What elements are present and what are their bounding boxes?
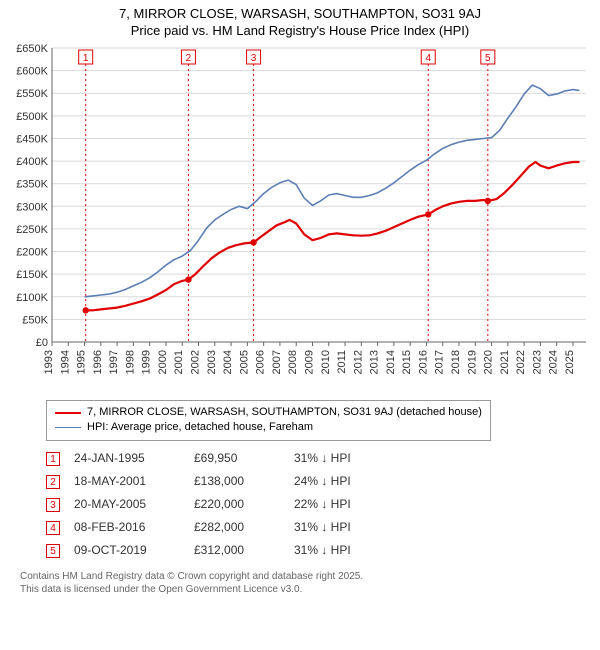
svg-text:2015: 2015 (401, 350, 413, 374)
svg-text:2018: 2018 (450, 350, 462, 374)
svg-text:1: 1 (83, 53, 89, 64)
svg-text:4: 4 (425, 53, 431, 64)
sale-marker-badge: 3 (46, 498, 60, 512)
sales-table: 124-JAN-1995£69,95031% ↓ HPI218-MAY-2001… (46, 447, 365, 562)
sale-date: 24-JAN-1995 (74, 447, 194, 470)
svg-text:£200K: £200K (16, 246, 48, 258)
chart-plot: £0 £50K £100K £150K £200K £250K £300K £350K £400… (10, 42, 590, 392)
svg-text:2013: 2013 (369, 350, 381, 374)
sale-delta: 31% ↓ HPI (294, 447, 365, 470)
svg-text:2020: 2020 (483, 350, 495, 374)
legend-label: HPI: Average price, detached house, Fare… (87, 420, 313, 435)
svg-text:1994: 1994 (59, 350, 71, 374)
sale-price: £69,950 (194, 447, 294, 470)
footer-line2: This data is licensed under the Open Gov… (20, 583, 580, 596)
svg-text:1995: 1995 (76, 350, 88, 374)
svg-text:£450K: £450K (16, 133, 48, 145)
svg-text:£550K: £550K (16, 88, 48, 100)
svg-text:£150K: £150K (16, 269, 48, 281)
chart-title-line1: 7, MIRROR CLOSE, WARSASH, SOUTHAMPTON, S… (10, 6, 590, 23)
svg-text:2011: 2011 (336, 350, 348, 374)
svg-text:2000: 2000 (157, 350, 169, 374)
legend-swatch (55, 427, 81, 428)
svg-text:2024: 2024 (548, 350, 560, 374)
sale-date: 20-MAY-2005 (74, 493, 194, 516)
svg-text:2009: 2009 (303, 350, 315, 374)
svg-text:£600K: £600K (16, 66, 48, 78)
svg-text:£500K: £500K (16, 111, 48, 123)
sale-marker-badge: 2 (46, 475, 60, 489)
sale-price: £220,000 (194, 493, 294, 516)
svg-text:2012: 2012 (352, 350, 364, 374)
legend-label: 7, MIRROR CLOSE, WARSASH, SOUTHAMPTON, S… (87, 405, 482, 420)
legend-swatch (55, 412, 81, 414)
svg-text:1993: 1993 (43, 350, 55, 374)
footer-line1: Contains HM Land Registry data © Crown c… (20, 570, 580, 583)
svg-text:£100K: £100K (16, 292, 48, 304)
sale-delta: 31% ↓ HPI (294, 516, 365, 539)
sale-date: 09-OCT-2019 (74, 539, 194, 562)
svg-text:2019: 2019 (466, 350, 478, 374)
legend-item: 7, MIRROR CLOSE, WARSASH, SOUTHAMPTON, S… (55, 405, 482, 420)
svg-text:1998: 1998 (124, 350, 136, 374)
svg-text:1997: 1997 (108, 350, 120, 374)
svg-text:£50K: £50K (22, 314, 48, 326)
svg-text:2021: 2021 (499, 350, 511, 374)
svg-text:1999: 1999 (141, 350, 153, 374)
svg-text:1996: 1996 (92, 350, 104, 374)
table-row: 5 09-OCT-2019£312,00031% ↓ HPI (46, 539, 365, 562)
svg-text:2001: 2001 (173, 350, 185, 374)
sale-marker-badge: 1 (46, 452, 60, 466)
chart-container: 7, MIRROR CLOSE, WARSASH, SOUTHAMPTON, S… (0, 0, 600, 604)
sale-marker-badge: 5 (46, 544, 60, 558)
svg-text:2002: 2002 (190, 350, 202, 374)
svg-text:2006: 2006 (255, 350, 267, 374)
table-row: 4 08-FEB-2016£282,00031% ↓ HPI (46, 516, 365, 539)
sale-price: £138,000 (194, 470, 294, 493)
svg-text:2005: 2005 (238, 350, 250, 374)
legend-item: HPI: Average price, detached house, Fare… (55, 420, 482, 435)
legend: 7, MIRROR CLOSE, WARSASH, SOUTHAMPTON, S… (46, 400, 491, 441)
svg-text:2: 2 (186, 53, 192, 64)
svg-text:£0: £0 (36, 337, 48, 349)
footer-attribution: Contains HM Land Registry data © Crown c… (20, 570, 580, 596)
svg-text:3: 3 (251, 53, 257, 64)
svg-text:2004: 2004 (222, 350, 234, 374)
sale-price: £282,000 (194, 516, 294, 539)
sale-marker-badge: 4 (46, 521, 60, 535)
svg-text:2008: 2008 (287, 350, 299, 374)
svg-text:2017: 2017 (434, 350, 446, 374)
svg-text:2022: 2022 (515, 350, 527, 374)
svg-text:£300K: £300K (16, 201, 48, 213)
svg-text:2014: 2014 (385, 350, 397, 374)
table-row: 3 20-MAY-2005£220,00022% ↓ HPI (46, 493, 365, 516)
sale-delta: 24% ↓ HPI (294, 470, 365, 493)
svg-text:5: 5 (485, 53, 491, 64)
svg-text:£400K: £400K (16, 156, 48, 168)
sale-delta: 22% ↓ HPI (294, 493, 365, 516)
table-row: 1 24-JAN-1995£69,95031% ↓ HPI (46, 447, 365, 470)
line-chart-svg: £0 £50K £100K £150K £200K £250K £300K £350K £400… (10, 42, 590, 392)
svg-text:2023: 2023 (531, 350, 543, 374)
svg-text:2010: 2010 (320, 350, 332, 374)
chart-title-line2: Price paid vs. HM Land Registry's House … (10, 23, 590, 38)
sale-date: 18-MAY-2001 (74, 470, 194, 493)
svg-text:2016: 2016 (417, 350, 429, 374)
svg-text:£350K: £350K (16, 179, 48, 191)
table-row: 2 18-MAY-2001£138,00024% ↓ HPI (46, 470, 365, 493)
sale-price: £312,000 (194, 539, 294, 562)
sale-delta: 31% ↓ HPI (294, 539, 365, 562)
sale-date: 08-FEB-2016 (74, 516, 194, 539)
svg-text:2003: 2003 (206, 350, 218, 374)
svg-text:2025: 2025 (564, 350, 576, 374)
svg-text:2007: 2007 (271, 350, 283, 374)
svg-text:£650K: £650K (16, 43, 48, 55)
svg-text:£250K: £250K (16, 224, 48, 236)
